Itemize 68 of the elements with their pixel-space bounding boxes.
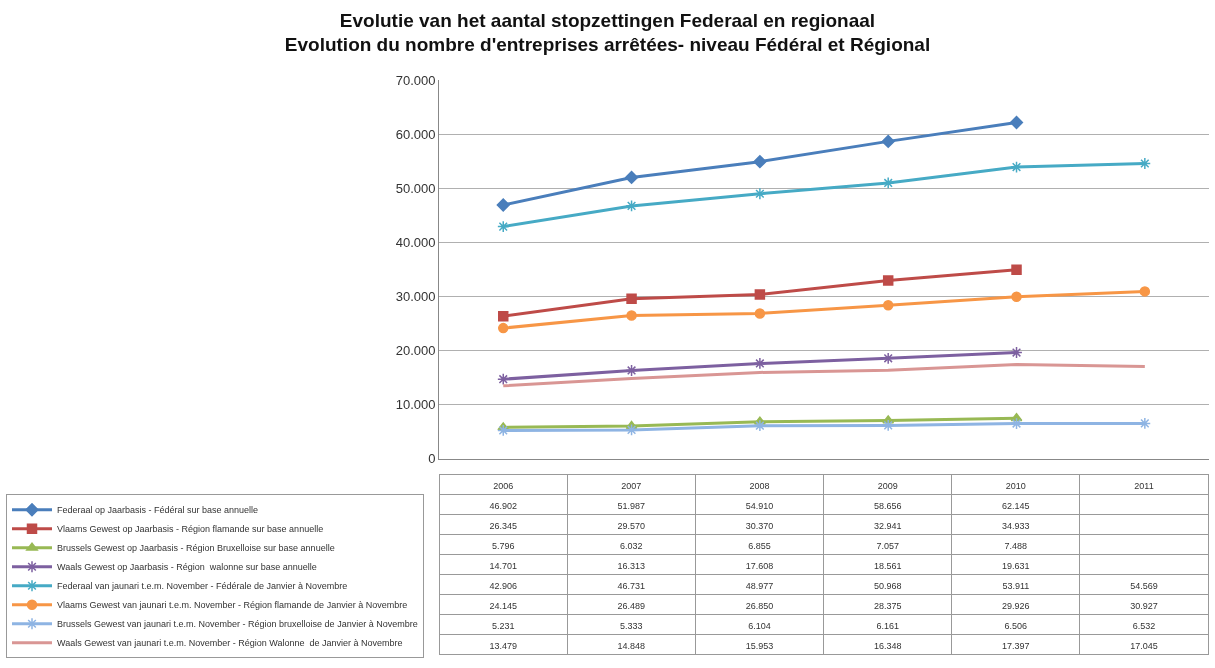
data-label: 14.701	[489, 561, 517, 572]
legend-label: Brussels Gewest op Jaarbasis - Région Bruxelloise sur base annuelle	[57, 543, 335, 554]
data-label: 6.161	[876, 621, 899, 632]
x-tick-label: 2008	[749, 481, 770, 492]
data-label: 46.902	[489, 501, 517, 512]
x-tick-label: 2007	[621, 481, 642, 492]
legend-label: Vlaams Gewest van jaunari t.e.m. November - Région flamande de Janvier à Novembre	[57, 600, 408, 611]
data-label: 6.104	[748, 621, 771, 632]
data-label: 26.489	[617, 601, 646, 612]
data-label: 5.231	[491, 621, 515, 632]
legend-label: Vlaams Gewest op Jaarbasis - Région flamande sur base annuelle	[57, 524, 324, 535]
data-label: 17.045	[1130, 641, 1158, 652]
legend-label: Waals Gewest op Jaarbasis - Région walonne sur base annuelle	[57, 562, 317, 573]
x-tick-label: 2010	[1005, 481, 1026, 492]
data-label: 16.348	[873, 641, 902, 652]
data-label: 26.345	[489, 521, 517, 532]
x-tick-label: 2009	[877, 481, 898, 492]
data-label: 30.370	[745, 521, 774, 532]
y-tick-label: 50.000	[395, 180, 436, 196]
y-tick-label: 20.000	[395, 343, 436, 359]
data-label: 51.987	[617, 501, 646, 512]
x-tick-label: 2006	[493, 481, 514, 492]
data-label: 46.731	[617, 581, 646, 592]
data-label: 14.848	[617, 641, 646, 652]
y-tick-label: 30.000	[395, 288, 436, 304]
data-label: 5.796	[491, 541, 515, 552]
data-label: 6.032	[620, 541, 643, 552]
data-label: 6.506	[1004, 621, 1028, 632]
data-label: 42.906	[489, 581, 517, 592]
data-label: 28.375	[873, 601, 902, 612]
data-label: 32.941	[873, 521, 902, 532]
data-label: 6.532	[1132, 621, 1156, 632]
legend-label: Federaal op Jaarbasis - Fédéral sur base annuelle	[57, 505, 259, 516]
data-label: 15.953	[745, 641, 774, 652]
y-tick-label: 40.000	[395, 234, 436, 250]
legend-label: Federaal van jaunari t.e.m. November - Fédérale de Janvier à Novembre	[57, 581, 348, 592]
data-label: 6.855	[748, 541, 771, 552]
chart-title: Evolutie van het aantal stopzettingen Federaal en regionaal	[339, 9, 876, 31]
data-label: 17.608	[745, 561, 774, 572]
data-label: 16.313	[617, 561, 646, 572]
data-label: 13.479	[489, 641, 517, 652]
data-label: 30.927	[1130, 601, 1158, 612]
data-label: 48.977	[745, 581, 774, 592]
data-label: 62.145	[1002, 501, 1030, 512]
data-label: 34.933	[1002, 521, 1030, 532]
data-label: 7.057	[876, 541, 899, 552]
data-label: 29.570	[617, 521, 646, 532]
y-tick-label: 0	[428, 451, 436, 467]
x-tick-label: 2011	[1134, 481, 1154, 492]
y-tick-label: 10.000	[395, 397, 436, 413]
data-label: 58.656	[873, 501, 902, 512]
data-label: 53.911	[1002, 581, 1030, 592]
data-label: 54.569	[1130, 581, 1158, 592]
data-label: 18.561	[873, 561, 902, 572]
data-label: 19.631	[1002, 561, 1030, 572]
y-tick-label: 70.000	[395, 72, 436, 88]
data-label: 24.145	[489, 601, 517, 612]
data-label: 5.333	[620, 621, 643, 632]
y-tick-label: 60.000	[395, 126, 436, 142]
data-label: 50.968	[873, 581, 902, 592]
data-label: 17.397	[1002, 641, 1030, 652]
data-label: 54.910	[745, 501, 774, 512]
legend-label: Waals Gewest van jaunari t.e.m. November - Région Walonne de Janvier à Novembre	[57, 638, 403, 649]
legend-label: Brussels Gewest van jaunari t.e.m. November - Région bruxelloise de Janvier à Novembre	[57, 619, 418, 630]
data-label: 7.488	[1004, 541, 1028, 552]
chart-subtitle: Evolution du nombre d'entreprises arrêtées- niveau Fédéral et Régional	[284, 34, 931, 56]
data-label: 29.926	[1002, 601, 1030, 612]
data-label: 26.850	[745, 601, 774, 612]
